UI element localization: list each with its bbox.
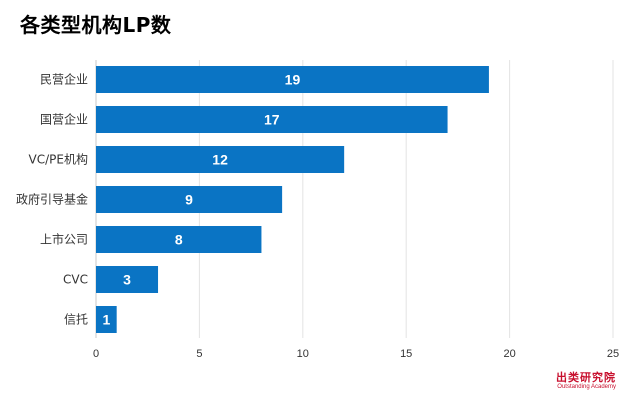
category-label: 国营企业 — [40, 112, 88, 127]
bar — [96, 186, 283, 213]
x-tick-label: 15 — [400, 348, 412, 360]
chart-title: 各类型机构LP数 — [20, 13, 172, 37]
bar-value-label: 8 — [175, 232, 183, 248]
bar-value-label: 9 — [185, 192, 193, 208]
bar-value-label: 17 — [264, 112, 280, 128]
brand-logo-text: 出类研究院 — [556, 371, 616, 384]
x-tick-label: 5 — [196, 348, 202, 360]
bar — [96, 266, 159, 293]
x-tick-label: 0 — [93, 348, 99, 360]
bars: 19 17 12 9 8 3 1 — [96, 66, 489, 333]
bar — [96, 106, 448, 133]
bar-value-label: 3 — [123, 272, 131, 288]
bar — [96, 226, 262, 253]
category-label: 政府引导基金 — [16, 192, 88, 207]
x-tick-label: 20 — [503, 348, 515, 360]
category-label: 上市公司 — [40, 232, 88, 247]
bar-value-label: 12 — [212, 152, 228, 168]
x-tick-label: 25 — [607, 348, 619, 360]
category-label: CVC — [63, 273, 88, 287]
x-tick-label: 10 — [297, 348, 309, 360]
category-label: 信托 — [64, 313, 88, 327]
bar — [96, 306, 117, 333]
bar — [96, 146, 345, 173]
bar — [96, 66, 489, 93]
x-axis-ticks: 0 5 10 15 20 25 — [93, 348, 619, 360]
category-label: 民营企业 — [40, 72, 88, 87]
bar-value-label: 19 — [285, 72, 301, 88]
category-label: VC/PE机构 — [29, 152, 88, 167]
brand-logo-subtitle: Outstanding Academy — [557, 384, 616, 390]
bar-value-label: 1 — [102, 312, 110, 328]
